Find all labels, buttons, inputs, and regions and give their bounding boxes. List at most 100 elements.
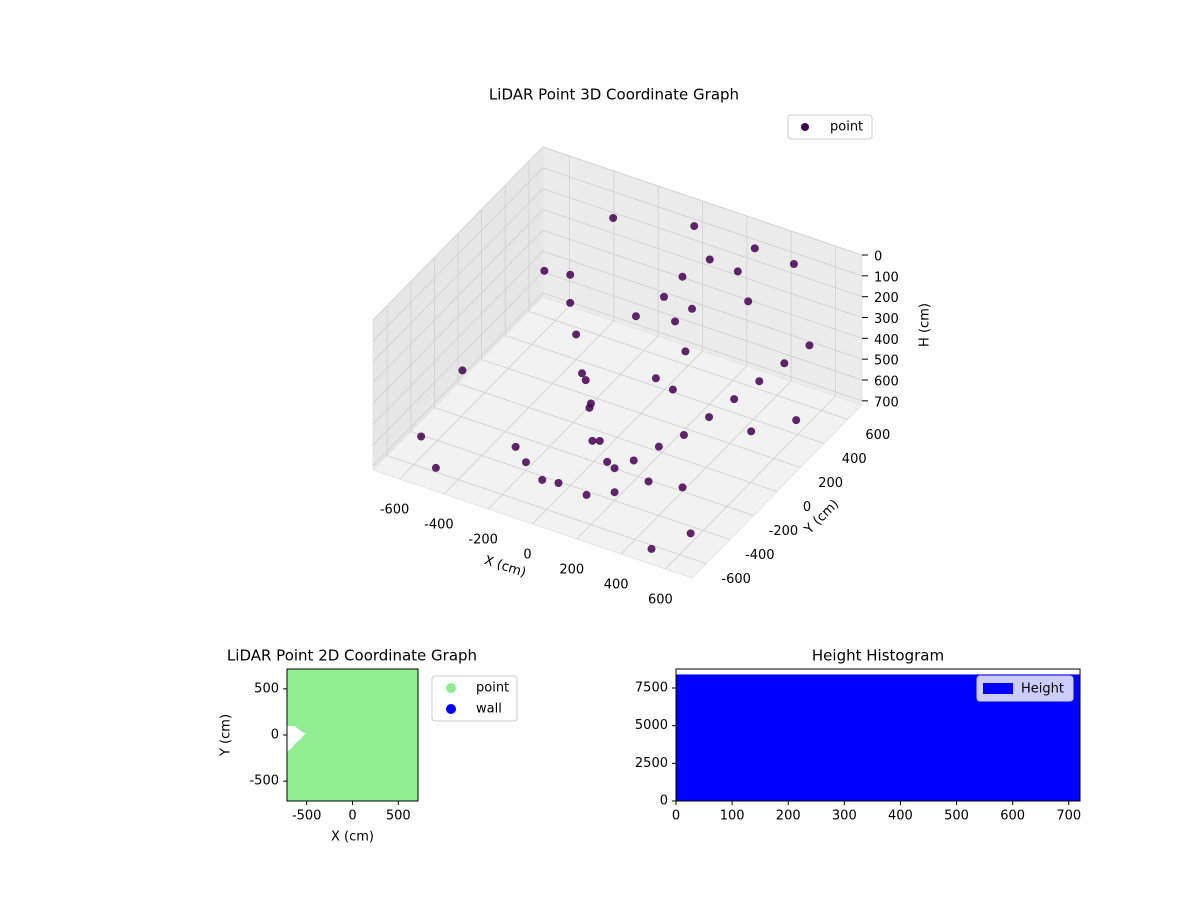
grid-line bbox=[542, 229, 863, 339]
x-axis-label: X (cm) bbox=[331, 830, 374, 845]
x-tick-label: 300 bbox=[832, 809, 857, 824]
x-tick-label: 500 bbox=[386, 809, 411, 824]
point bbox=[578, 369, 587, 378]
grid-line bbox=[528, 311, 848, 420]
point bbox=[581, 376, 590, 385]
legend-label: Height bbox=[1021, 682, 1064, 697]
y-tick-label: 0 bbox=[660, 794, 668, 809]
point bbox=[554, 478, 563, 487]
x-tick-label: 400 bbox=[888, 809, 913, 824]
y-tick-label: 2500 bbox=[635, 756, 668, 771]
point bbox=[750, 244, 759, 253]
z-axis-label: H (cm) bbox=[918, 303, 933, 347]
point bbox=[690, 222, 699, 231]
legend-marker bbox=[446, 683, 456, 693]
point bbox=[458, 366, 467, 375]
grid-line bbox=[410, 431, 730, 540]
grid-line bbox=[372, 271, 544, 446]
point bbox=[338, 707, 395, 763]
point bbox=[521, 458, 530, 467]
x-axis-label: X (cm) bbox=[482, 553, 528, 581]
legend-box bbox=[787, 114, 873, 140]
point bbox=[678, 483, 687, 492]
point bbox=[566, 270, 575, 279]
x-tick-label: 600 bbox=[648, 593, 673, 608]
point bbox=[629, 456, 638, 465]
point bbox=[610, 464, 619, 473]
y-tick-label: 500 bbox=[254, 681, 279, 696]
x-tick-label: 600 bbox=[1000, 809, 1025, 824]
point bbox=[586, 399, 595, 408]
grid-line bbox=[481, 359, 801, 468]
point bbox=[686, 529, 695, 538]
point bbox=[678, 272, 687, 281]
axes-frame bbox=[675, 668, 1081, 802]
x-tick-label: 100 bbox=[720, 809, 745, 824]
grid-line bbox=[372, 146, 544, 321]
point bbox=[747, 427, 756, 436]
y-tick-label: -600 bbox=[721, 572, 751, 587]
z-tick-label: 700 bbox=[874, 395, 899, 410]
z-tick-label: 100 bbox=[874, 270, 899, 285]
grid-line bbox=[457, 383, 778, 492]
grid-line bbox=[434, 407, 754, 516]
legend-marker bbox=[983, 683, 1013, 694]
point bbox=[431, 463, 440, 472]
point bbox=[659, 292, 668, 301]
y-tick-label: -500 bbox=[249, 774, 279, 789]
x-tick-label: 0 bbox=[523, 548, 531, 563]
point bbox=[566, 298, 575, 307]
grid-line bbox=[372, 250, 544, 425]
point bbox=[588, 436, 597, 445]
x-tick-label: 0 bbox=[672, 809, 680, 824]
point bbox=[744, 297, 753, 306]
legend-label: point bbox=[476, 681, 509, 696]
point bbox=[654, 442, 663, 451]
grid-line bbox=[372, 292, 544, 467]
x-tick-label: -500 bbox=[292, 809, 322, 824]
chart-title: LiDAR Point 2D Coordinate Graph bbox=[227, 647, 477, 665]
grid-line bbox=[542, 292, 863, 402]
y-tick-label: 600 bbox=[865, 428, 890, 443]
point bbox=[679, 431, 688, 439]
y-tick-label: -200 bbox=[769, 524, 799, 539]
y-tick-label: -400 bbox=[745, 548, 775, 563]
grid-line bbox=[542, 146, 863, 256]
point bbox=[297, 753, 354, 801]
z-tick-label: 300 bbox=[874, 312, 899, 327]
point bbox=[647, 544, 656, 553]
x-tick-label: 200 bbox=[559, 563, 584, 578]
point bbox=[609, 214, 618, 223]
point bbox=[572, 330, 581, 339]
y-tick-label: 200 bbox=[818, 476, 843, 491]
z-tick-label: 400 bbox=[874, 333, 899, 348]
grid-line bbox=[372, 188, 544, 362]
y-tick-label: 0 bbox=[803, 500, 811, 515]
grid-line bbox=[542, 271, 863, 381]
point bbox=[671, 317, 680, 326]
point bbox=[705, 255, 714, 264]
y-axis-label: Y (cm) bbox=[219, 714, 234, 757]
point bbox=[595, 436, 604, 445]
x-tick-label: 500 bbox=[944, 809, 969, 824]
z-tick-label: 500 bbox=[874, 354, 899, 369]
point bbox=[755, 377, 764, 386]
x-tick-label: 200 bbox=[776, 809, 801, 824]
point bbox=[644, 477, 653, 486]
plot-area bbox=[287, 669, 418, 801]
legend-box bbox=[976, 675, 1074, 702]
z-tick-label: 600 bbox=[874, 375, 899, 390]
y-tick-label: 7500 bbox=[635, 680, 668, 695]
x-tick-label: -600 bbox=[380, 503, 410, 518]
point bbox=[603, 457, 612, 466]
point bbox=[610, 488, 619, 497]
grid-line bbox=[542, 250, 863, 360]
x-tick-label: -200 bbox=[468, 533, 498, 548]
point bbox=[805, 341, 814, 350]
point bbox=[538, 475, 547, 484]
legend-label: point bbox=[830, 120, 863, 135]
point bbox=[681, 347, 690, 356]
grid-line bbox=[542, 167, 863, 277]
point bbox=[417, 432, 426, 441]
